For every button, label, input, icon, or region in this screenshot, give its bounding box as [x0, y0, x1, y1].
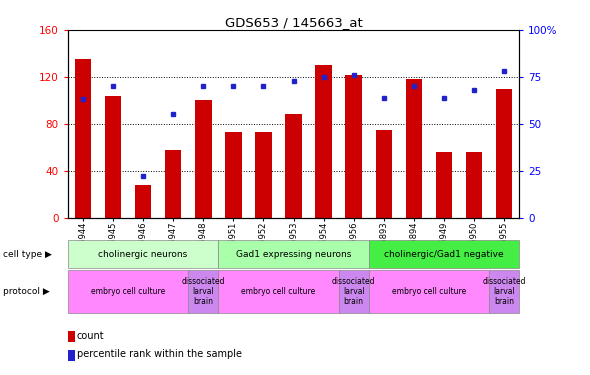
Bar: [369, 270, 489, 313]
Text: dissociated
larval
brain: dissociated larval brain: [483, 277, 526, 306]
Text: cholinergic/Gad1 negative: cholinergic/Gad1 negative: [384, 250, 504, 259]
Bar: [188, 270, 218, 313]
Bar: [74, 59, 91, 217]
Bar: [369, 240, 519, 268]
Bar: [104, 96, 122, 218]
Text: cholinergic neurons: cholinergic neurons: [99, 250, 188, 259]
Bar: [225, 132, 242, 218]
Bar: [255, 132, 272, 218]
Bar: [68, 270, 188, 313]
Bar: [489, 270, 519, 313]
Bar: [496, 88, 513, 218]
Bar: [405, 79, 422, 218]
Bar: [135, 185, 152, 218]
Text: protocol ▶: protocol ▶: [3, 287, 50, 296]
Text: count: count: [77, 331, 104, 340]
Bar: [466, 152, 483, 217]
Bar: [285, 114, 302, 218]
Text: percentile rank within the sample: percentile rank within the sample: [77, 350, 242, 359]
Title: GDS653 / 145663_at: GDS653 / 145663_at: [225, 16, 362, 29]
Text: embryo cell culture: embryo cell culture: [241, 287, 316, 296]
Text: embryo cell culture: embryo cell culture: [91, 287, 165, 296]
Bar: [68, 240, 218, 268]
Text: dissociated
larval
brain: dissociated larval brain: [332, 277, 375, 306]
Text: Gad1 expressing neurons: Gad1 expressing neurons: [236, 250, 351, 259]
Text: dissociated
larval
brain: dissociated larval brain: [182, 277, 225, 306]
Bar: [345, 75, 362, 217]
Text: embryo cell culture: embryo cell culture: [392, 287, 466, 296]
Bar: [435, 152, 453, 217]
Bar: [165, 150, 182, 217]
Bar: [375, 130, 392, 218]
Bar: [195, 100, 212, 218]
Bar: [218, 270, 339, 313]
Bar: [218, 240, 369, 268]
Bar: [339, 270, 369, 313]
Bar: [315, 65, 332, 218]
Text: cell type ▶: cell type ▶: [3, 250, 52, 259]
